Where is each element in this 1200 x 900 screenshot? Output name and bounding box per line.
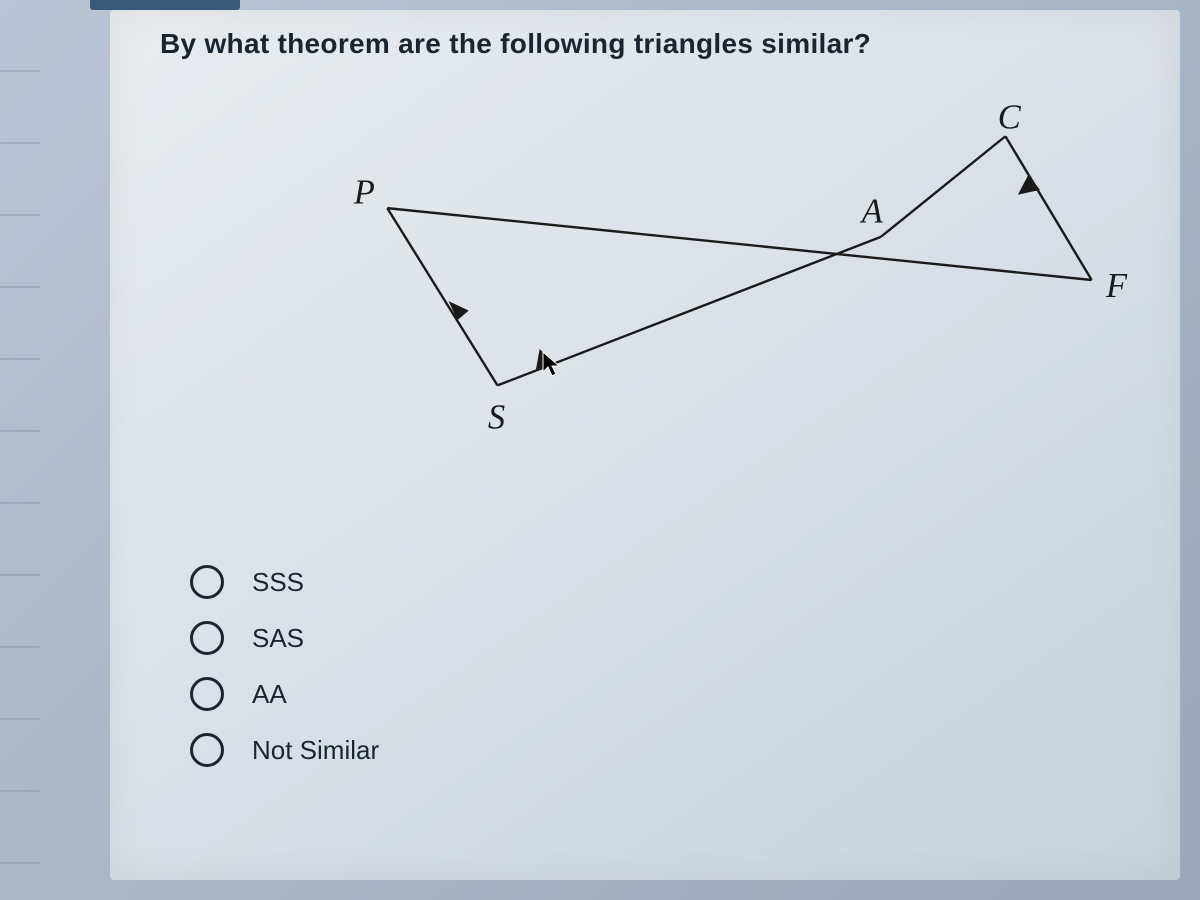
notebook-spiral-edge xyxy=(0,0,40,900)
option-label: AA xyxy=(252,679,287,710)
line-P-F xyxy=(387,208,1091,280)
line-C-F xyxy=(1005,136,1091,280)
line-P-S xyxy=(387,208,497,385)
radio-icon[interactable] xyxy=(190,733,224,767)
option-not-similar[interactable]: Not Similar xyxy=(190,733,379,767)
option-label: SAS xyxy=(252,623,304,654)
radio-icon[interactable] xyxy=(190,565,224,599)
question-prompt: By what theorem are the following triang… xyxy=(160,28,871,60)
arrow-tick-CF xyxy=(1018,175,1040,195)
vertex-label-S: S xyxy=(488,399,505,437)
vertex-label-C: C xyxy=(998,99,1022,137)
vertex-label-P: P xyxy=(353,173,375,211)
option-label: SSS xyxy=(252,567,304,598)
question-panel: By what theorem are the following triang… xyxy=(110,10,1180,880)
option-sss[interactable]: SSS xyxy=(190,565,379,599)
line-A-C xyxy=(881,136,1006,237)
radio-icon[interactable] xyxy=(190,621,224,655)
option-aa[interactable]: AA xyxy=(190,677,379,711)
answer-options: SSS SAS AA Not Similar xyxy=(190,565,379,767)
option-sas[interactable]: SAS xyxy=(190,621,379,655)
radio-icon[interactable] xyxy=(190,677,224,711)
vertex-label-A: A xyxy=(860,193,884,231)
top-highlight-bar xyxy=(90,0,240,10)
option-label: Not Similar xyxy=(252,735,379,766)
vertex-label-F: F xyxy=(1105,267,1128,305)
line-S-A xyxy=(498,237,881,386)
triangle-diagram: P S A C F xyxy=(210,90,1130,470)
